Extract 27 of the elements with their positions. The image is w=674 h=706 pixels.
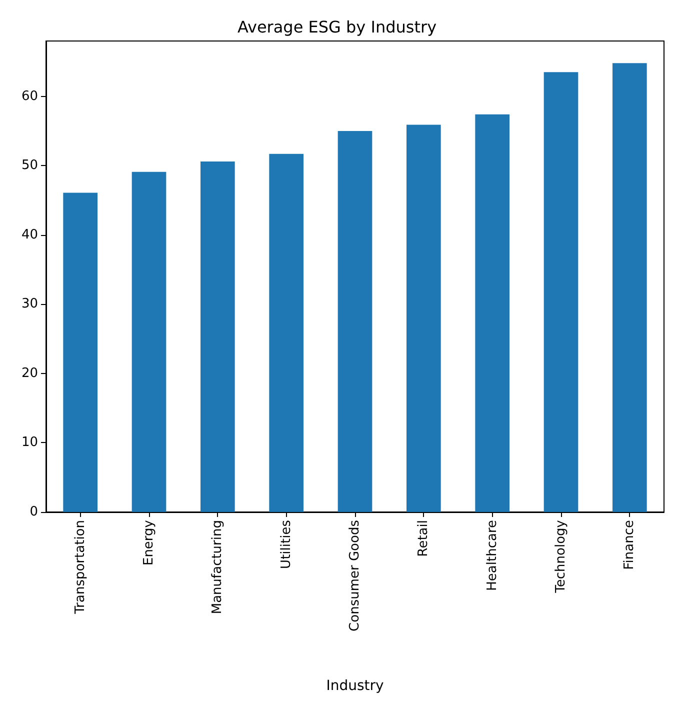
x-tick-label: Utilities [278,520,294,569]
y-tick-label: 50 [21,158,38,174]
y-tick-label: 10 [21,435,38,450]
bar [269,154,304,512]
y-tick-label: 40 [21,227,38,242]
y-tick-label: 20 [21,366,38,381]
x-tick-label: Manufacturing [210,520,226,614]
x-tick-label: Consumer Goods [348,520,362,632]
bar [544,72,578,512]
x-tick-label: Healthcare [484,520,500,591]
y-tick-label: 30 [21,296,38,312]
x-tick-label: Energy [142,520,156,566]
bar [338,131,372,512]
chart-title: Average ESG by Industry [237,18,437,36]
bar [200,162,235,512]
x-tick-label: Retail [416,520,432,557]
bar [63,192,98,512]
bar [406,124,441,512]
bar [475,114,510,512]
y-tick-label: 0 [30,504,38,520]
y-tick-label: 60 [21,88,38,104]
x-axis-title: Industry [326,678,384,694]
x-tick-label: Transportation [72,520,88,615]
x-tick-label: Finance [622,520,638,570]
x-tick-label: Technology [554,520,568,594]
bar [612,63,647,512]
bar [132,172,166,512]
